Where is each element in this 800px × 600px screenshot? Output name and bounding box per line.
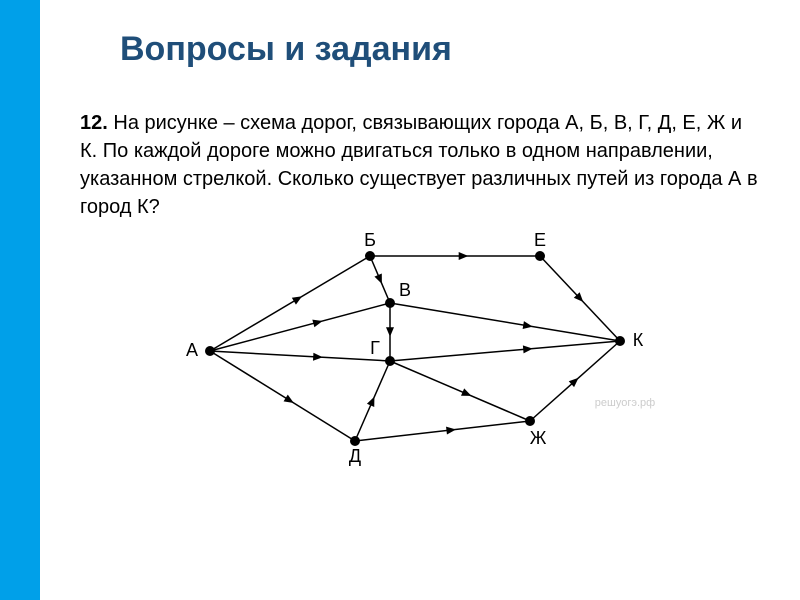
problem-statement: 12. На рисунке – схема дорог, связывающи… <box>80 109 760 221</box>
road-diagram: А Б В Г Д Е Ж Крешуогэ.рф <box>180 231 660 471</box>
svg-text:Г: Г <box>370 338 380 358</box>
problem-body: На рисунке – схема дорог, связывающих го… <box>80 112 758 218</box>
svg-text:А: А <box>186 340 198 360</box>
svg-text:Б: Б <box>364 231 376 250</box>
page-title: Вопросы и задания <box>120 30 760 69</box>
svg-text:Е: Е <box>534 231 546 250</box>
svg-text:Д: Д <box>349 446 361 466</box>
svg-text:Ж: Ж <box>530 428 547 448</box>
accent-sidebar <box>0 0 40 600</box>
svg-text:В: В <box>399 280 411 300</box>
svg-text:решуогэ.рф: решуогэ.рф <box>595 397 655 409</box>
svg-text:К: К <box>633 330 644 350</box>
diagram-svg: А Б В Г Д Е Ж Крешуогэ.рф <box>180 231 660 471</box>
problem-number: 12. <box>80 112 108 134</box>
main-content: Вопросы и задания 12. На рисунке – схема… <box>40 0 800 600</box>
